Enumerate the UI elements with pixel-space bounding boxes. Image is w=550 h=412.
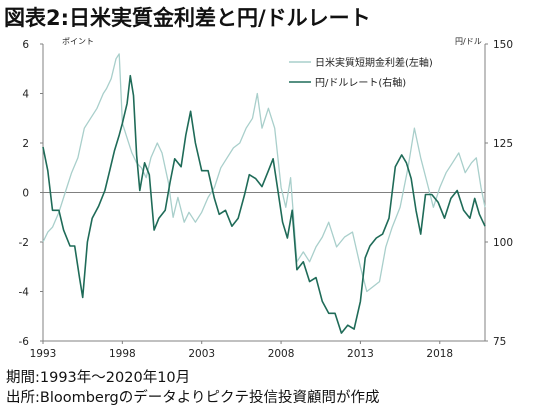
right-tick-label: 125 bbox=[493, 138, 513, 150]
left-tick-label: -4 bbox=[19, 287, 30, 299]
chart-axes: -6 -4 -2 0 2 4 6 75 100 125 150 1993 1998 2003 2008 201… bbox=[19, 37, 514, 360]
series-line-yen-dollar bbox=[42, 74, 486, 334]
page-title: 図表2:日米実質金利差と円/ドルレート bbox=[4, 6, 371, 30]
left-tick-label: 4 bbox=[22, 89, 29, 101]
x-tick-label: 2018 bbox=[426, 348, 453, 360]
left-tick-label: -6 bbox=[19, 336, 30, 348]
right-axis-unit: 円/ドル bbox=[455, 37, 482, 46]
left-axis-unit: ポイント bbox=[62, 37, 94, 46]
x-tick-label: 2003 bbox=[188, 348, 215, 360]
right-tick-label: 150 bbox=[493, 39, 513, 51]
x-tick-label: 2013 bbox=[347, 348, 374, 360]
left-tick-label: 6 bbox=[22, 39, 29, 51]
source-note: 出所:Bloombergのデータよりピクテ投信投資顧問が作成 bbox=[6, 390, 380, 406]
left-tick-label: 0 bbox=[22, 188, 29, 200]
legend-label: 日米実質短期金利差(左軸) bbox=[315, 56, 433, 69]
series-line-real-rate-spread bbox=[42, 53, 486, 293]
x-tick-label: 2008 bbox=[268, 348, 295, 360]
chart-series bbox=[42, 53, 486, 334]
right-tick-label: 100 bbox=[493, 237, 513, 249]
legend-label: 円/ドルレート(右軸) bbox=[315, 76, 406, 89]
x-tick-label: 1998 bbox=[109, 348, 136, 360]
x-tick-label: 1993 bbox=[30, 348, 57, 360]
chart-legend: 日米実質短期金利差(左軸) 円/ドルレート(右軸) bbox=[289, 56, 433, 89]
period-note: 期間:1993年〜2020年10月 bbox=[6, 370, 191, 386]
left-tick-label: 2 bbox=[22, 138, 29, 150]
left-tick-label: -2 bbox=[19, 237, 29, 249]
right-tick-label: 75 bbox=[493, 336, 506, 348]
